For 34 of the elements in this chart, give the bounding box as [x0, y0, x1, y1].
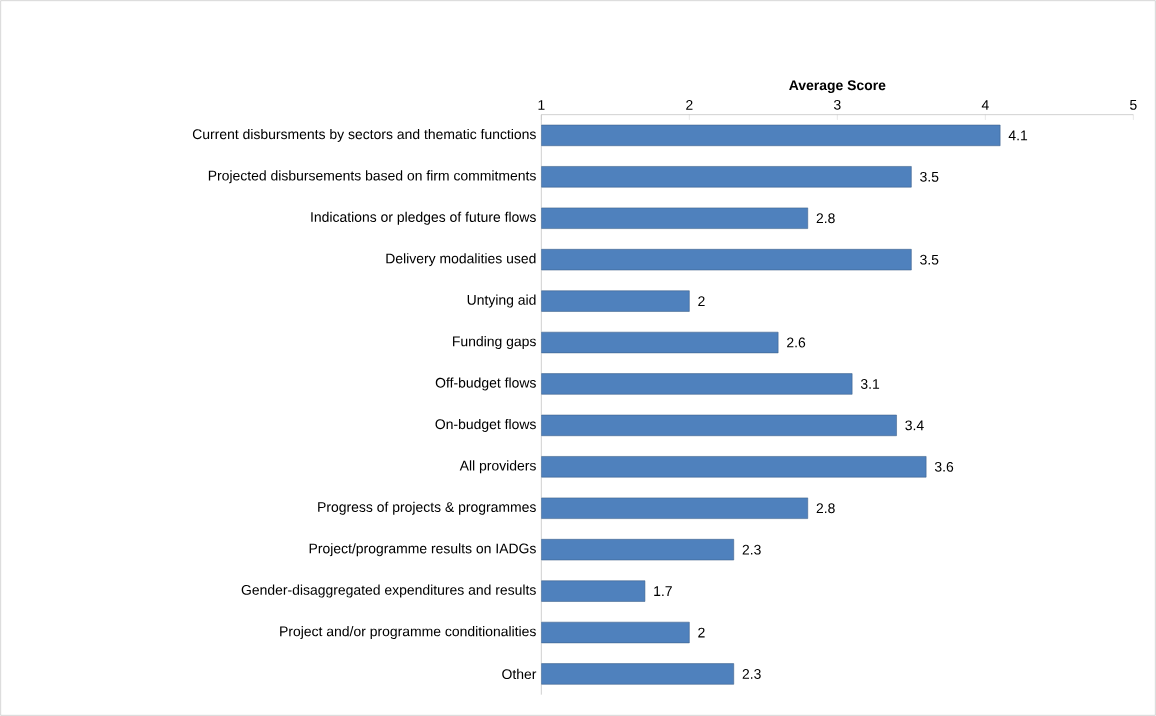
x-tick-label: 5 — [1130, 100, 1137, 110]
data-label: 2.8 — [816, 213, 835, 224]
y-tick-label: Project/programme results on IADGs — [309, 543, 536, 557]
y-tick-label: Untying aid — [467, 294, 536, 308]
y-tick-label: Project and/or programme conditionalities — [280, 626, 536, 640]
data-label: 3.1 — [860, 379, 880, 389]
y-tick-label: Gender-disaggregated expenditures and results — [241, 584, 536, 598]
data-label: 3.5 — [920, 254, 939, 265]
data-label: 2.3 — [742, 669, 761, 679]
y-tick-label: Funding gaps — [453, 336, 536, 350]
x-tick-label: 2 — [686, 100, 693, 110]
y-tick-label: Off-budget flows — [435, 377, 536, 391]
data-label: 1.7 — [654, 586, 672, 596]
data-label: 2.3 — [742, 544, 761, 555]
y-tick-label: Progress of projects & programmes — [318, 501, 536, 515]
x-tick-label: 1 — [538, 100, 545, 110]
data-label: 2.6 — [787, 337, 806, 348]
data-label: 2 — [698, 296, 705, 306]
y-tick-label: On-budget flows — [435, 418, 536, 432]
x-axis-title: Average Score — [789, 80, 886, 93]
y-tick-label: Current disbursments by sectors and thematic functions — [192, 128, 536, 142]
data-label: 4.1 — [1008, 130, 1028, 141]
x-tick-label: 3 — [833, 99, 841, 110]
y-tick-label: Projected disbursements based on firm commitments — [208, 170, 536, 184]
y-tick-label: Delivery modalities used — [386, 253, 536, 267]
y-tick-label: Other — [502, 668, 537, 680]
y-tick-label: All providers — [459, 460, 536, 474]
y-tick-label: Indications or pledges of future flows — [311, 211, 536, 225]
data-label: 3.6 — [934, 461, 954, 472]
data-label: 3.5 — [920, 171, 939, 182]
x-tick-label: 4 — [981, 100, 989, 110]
data-label: 3.4 — [905, 420, 924, 431]
data-label: 2 — [698, 627, 705, 638]
data-label: 2.8 — [816, 503, 835, 514]
